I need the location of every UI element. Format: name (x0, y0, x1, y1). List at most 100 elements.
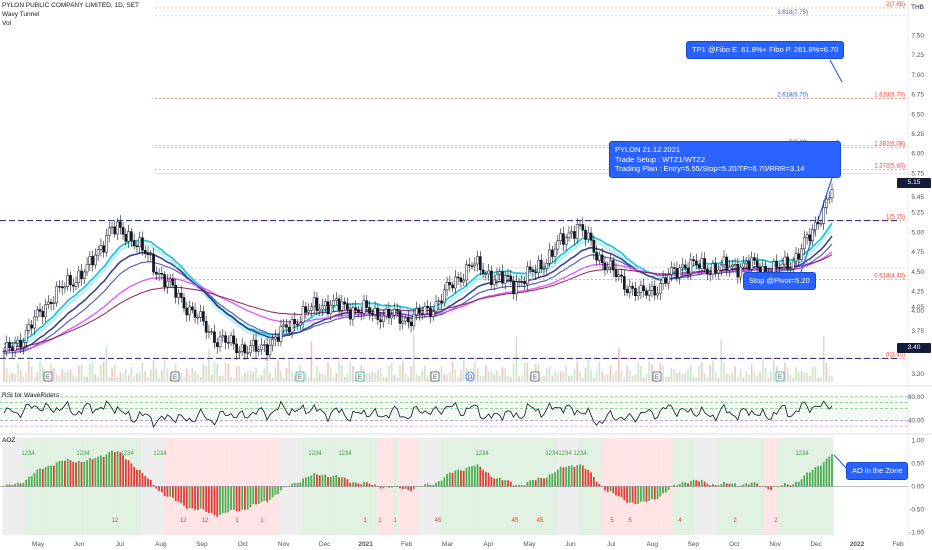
candle-body (603, 262, 607, 270)
volume-bar (540, 376, 543, 382)
ao-bar (365, 482, 368, 487)
candle-body (730, 264, 734, 267)
candle-body (171, 278, 175, 286)
volume-bar (288, 360, 291, 382)
candle-body (456, 276, 460, 279)
ao-bar (465, 467, 468, 487)
candle-body (279, 326, 283, 342)
candle-body (113, 226, 117, 235)
candle-body (196, 316, 200, 319)
volume-bar (482, 375, 484, 382)
volume-bar (479, 375, 482, 382)
candle-body (816, 222, 820, 224)
candle-body (168, 278, 172, 282)
volume-bar (72, 374, 75, 382)
candle-body (290, 319, 294, 333)
candle-body (492, 279, 496, 285)
ao-bar (720, 484, 723, 487)
candle-body (323, 301, 327, 306)
ao-bar (609, 486, 612, 492)
candle-body (423, 306, 427, 315)
tp1-note[interactable]: TP1 @Fibo E. 61.8%+ Fibo P. 261.8%=6.70 (686, 41, 845, 59)
candle-body (581, 224, 585, 231)
ao-bar (160, 486, 163, 493)
volume-bar (529, 375, 531, 382)
candle-body (307, 310, 310, 313)
ao-bar (795, 481, 797, 487)
candle-body (343, 301, 346, 305)
candle-body (298, 322, 302, 326)
candle-body (334, 298, 338, 301)
candle-body (337, 298, 341, 311)
volume-bar (673, 369, 675, 382)
ao-zone-note[interactable]: AO in the Zone (846, 462, 909, 480)
candle-body (2, 350, 6, 353)
fibonacci-layer: 3.618(7.75) 2(7.85) 2.618(6.70) 1.618(6.70)… (0, 2, 908, 359)
indicator-wavy-tunnel[interactable]: Wavy Tunnel (2, 11, 40, 18)
volume-bar (526, 362, 529, 382)
candle-body (642, 285, 646, 291)
price-axis-label: 7.00 (911, 72, 924, 79)
candle-body (52, 302, 56, 304)
candle-body (357, 309, 360, 313)
time-axis-label: Jun (74, 541, 85, 548)
candle-body (484, 273, 488, 275)
volume-bar (770, 371, 772, 382)
ao-bar (357, 483, 360, 487)
candle-body (213, 331, 216, 343)
candle-body (202, 311, 205, 322)
candle-body (354, 307, 358, 310)
ao-bar (742, 484, 745, 487)
ao-bar (346, 479, 349, 487)
volume-bar (651, 364, 653, 382)
candle-body (717, 269, 720, 274)
ao-bar (52, 465, 55, 487)
fibo-label: 1.618(6.70) (874, 93, 905, 99)
ao-panel-title[interactable]: AOZ (2, 437, 16, 444)
volume-bar (377, 369, 379, 382)
volume-bar (149, 369, 152, 382)
rsi-panel-title[interactable]: RSI for WaveRiders (2, 392, 60, 399)
candle-body (617, 274, 621, 277)
volume-bar (681, 373, 684, 382)
candle-body (401, 320, 405, 324)
volume-bar (623, 377, 626, 382)
stop-note[interactable]: Stop @Pivot=5.20 (743, 272, 816, 290)
volume-bar (183, 377, 185, 382)
ao-marker-label: 2 (733, 518, 737, 524)
ao-bar (437, 481, 440, 487)
volume-bar (53, 368, 55, 382)
ao-axis-label: 1.00 (911, 437, 924, 444)
indicator-volume[interactable]: Vol (2, 20, 12, 27)
volume-bar (784, 362, 786, 382)
ao-bar (302, 478, 304, 487)
chart-title: PYLON PUBLIC COMPANY LIMITED, 1D, SET (2, 2, 140, 9)
ao-bar (39, 468, 41, 487)
candle-body (406, 317, 410, 323)
time-axis-label: May (32, 541, 45, 548)
volume-bar (814, 366, 817, 382)
candle-body (177, 293, 180, 298)
candle-body (127, 231, 130, 242)
ao-bar (551, 473, 554, 487)
candle-body (38, 309, 42, 312)
candle-body (102, 245, 106, 253)
ao-bar (310, 475, 313, 487)
volume-bar (280, 370, 282, 382)
trade-setup-note[interactable]: PYLON 21.12.2021 Trade Setup : WTZ1/WTZ2… (609, 141, 841, 178)
candle-body (96, 249, 100, 256)
ao-bar (820, 465, 822, 487)
candle-body (265, 344, 269, 356)
price-axis-label: 4.00 (911, 308, 924, 315)
volume-bar (640, 366, 642, 382)
ao-marker-label: 1234 (308, 451, 322, 457)
candle-body (656, 292, 659, 296)
candle-body (739, 266, 742, 278)
candle-body (118, 221, 122, 228)
volume-bar (188, 375, 191, 382)
volume-bar (598, 361, 601, 382)
volume-bar (429, 370, 432, 382)
candle-body (94, 254, 97, 266)
fibo-label: 2.618(6.70) (777, 93, 808, 99)
candle-body (736, 263, 740, 278)
